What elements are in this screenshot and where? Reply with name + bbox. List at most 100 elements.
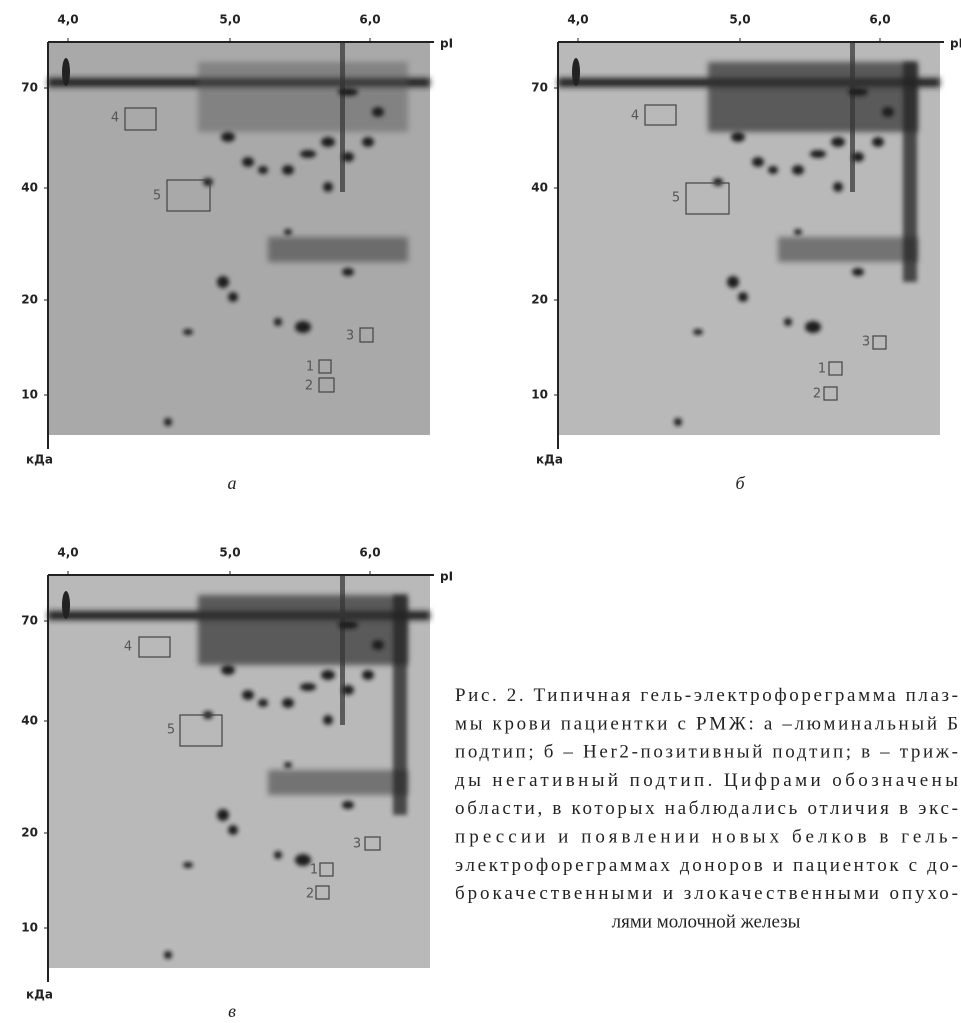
caption-line: подтип; б – Her2-позитивный подтип; в – …	[455, 742, 958, 763]
region-box	[685, 182, 730, 215]
spot	[852, 152, 864, 162]
spot	[228, 825, 238, 835]
spot	[321, 137, 335, 147]
gel-panel: 4,0 5,0 6,0 pI 70 40 20 10 кДа 4 5 3 1 2 б	[531, 13, 961, 494]
gel-panel: 4,0 5,0 6,0 pI 70 40 20 10 кДа 4 5 3 1 2 в	[21, 546, 453, 1022]
region-label: 5	[153, 189, 161, 204]
panel-letter: в	[228, 1001, 236, 1021]
region-label: 4	[111, 111, 119, 126]
region-box	[166, 179, 211, 212]
spot	[217, 276, 229, 288]
y-tick-label: 70	[531, 81, 548, 95]
panel-letter: б	[735, 473, 745, 493]
x-unit: pI	[950, 37, 961, 51]
spot	[228, 292, 238, 302]
spot	[805, 321, 821, 333]
spot	[362, 670, 374, 680]
region-label: 2	[305, 379, 313, 394]
spot	[183, 329, 193, 335]
spot	[221, 665, 235, 675]
x-tick-label: 5,0	[729, 13, 750, 27]
region-box	[828, 361, 843, 376]
spot	[693, 329, 703, 335]
region-label: 4	[631, 109, 639, 124]
spot	[831, 137, 845, 147]
caption-line: брокачественными и злокачественными опух…	[455, 883, 958, 904]
spot	[338, 88, 358, 96]
region-box	[315, 885, 330, 900]
smear	[198, 62, 408, 132]
spot	[342, 801, 354, 809]
spot	[882, 107, 894, 117]
y-tick-label: 40	[21, 181, 38, 195]
region-box	[318, 359, 332, 374]
spot	[768, 166, 778, 174]
streak	[340, 575, 345, 725]
spot	[872, 137, 884, 147]
spot	[752, 157, 764, 167]
caption-line: электрофореграммах доноров и пациенток с…	[455, 855, 958, 876]
spot	[738, 292, 748, 302]
spot	[164, 951, 172, 959]
spot	[323, 715, 333, 725]
spot	[727, 276, 739, 288]
smear	[198, 595, 408, 665]
spot	[321, 670, 335, 680]
spot	[372, 107, 384, 117]
spot	[203, 178, 213, 186]
region-label: 3	[862, 335, 870, 350]
y-tick-label: 70	[21, 81, 38, 95]
spot	[242, 690, 254, 700]
spot	[217, 809, 229, 821]
y-tick-label: 20	[21, 293, 38, 307]
spot	[295, 854, 311, 866]
spot	[258, 166, 268, 174]
spot	[183, 862, 193, 868]
y-tick-label: 40	[21, 714, 38, 728]
caption-line: Рис. 2. Типичная гель-электрофореграмма …	[455, 685, 958, 706]
caption-line: лями молочной железы	[612, 911, 801, 932]
region-box	[364, 836, 381, 851]
region-label: 5	[167, 723, 175, 738]
y-tick-label: 10	[21, 921, 38, 935]
y-unit: кДа	[26, 988, 53, 1002]
spot	[833, 182, 843, 192]
spot	[300, 150, 316, 158]
region-box	[359, 327, 374, 343]
spot	[258, 699, 268, 707]
region-box	[872, 335, 887, 350]
region-box	[138, 636, 171, 658]
region-box	[179, 714, 223, 747]
x-tick-label: 5,0	[219, 546, 240, 560]
caption-line: области, в которых наблюдались отличия в…	[455, 798, 958, 819]
x-tick-label: 6,0	[359, 546, 380, 560]
x-tick-label: 5,0	[219, 13, 240, 27]
y-tick-label: 10	[21, 388, 38, 402]
region-box	[318, 377, 335, 393]
y-tick-label: 40	[531, 181, 548, 195]
region-label: 4	[124, 640, 132, 655]
spot	[848, 88, 868, 96]
spot	[784, 318, 792, 326]
smear	[778, 237, 918, 262]
spot	[794, 229, 802, 235]
spot	[572, 58, 580, 86]
x-tick-label: 4,0	[567, 13, 588, 27]
spot	[242, 157, 254, 167]
spot	[284, 762, 292, 768]
region-label: 1	[306, 360, 314, 375]
spot	[852, 268, 864, 276]
spot	[342, 152, 354, 162]
y-tick-label: 20	[531, 293, 548, 307]
region-box	[319, 862, 334, 877]
region-label: 5	[672, 191, 680, 206]
spot	[295, 321, 311, 333]
spot	[274, 318, 282, 326]
x-tick-label: 4,0	[57, 546, 78, 560]
spot	[323, 182, 333, 192]
caption-line: мы крови пациентки с РМЖ: а –люминальный…	[455, 713, 958, 734]
x-unit: pI	[440, 570, 453, 584]
x-unit: pI	[440, 37, 453, 51]
spot	[372, 640, 384, 650]
